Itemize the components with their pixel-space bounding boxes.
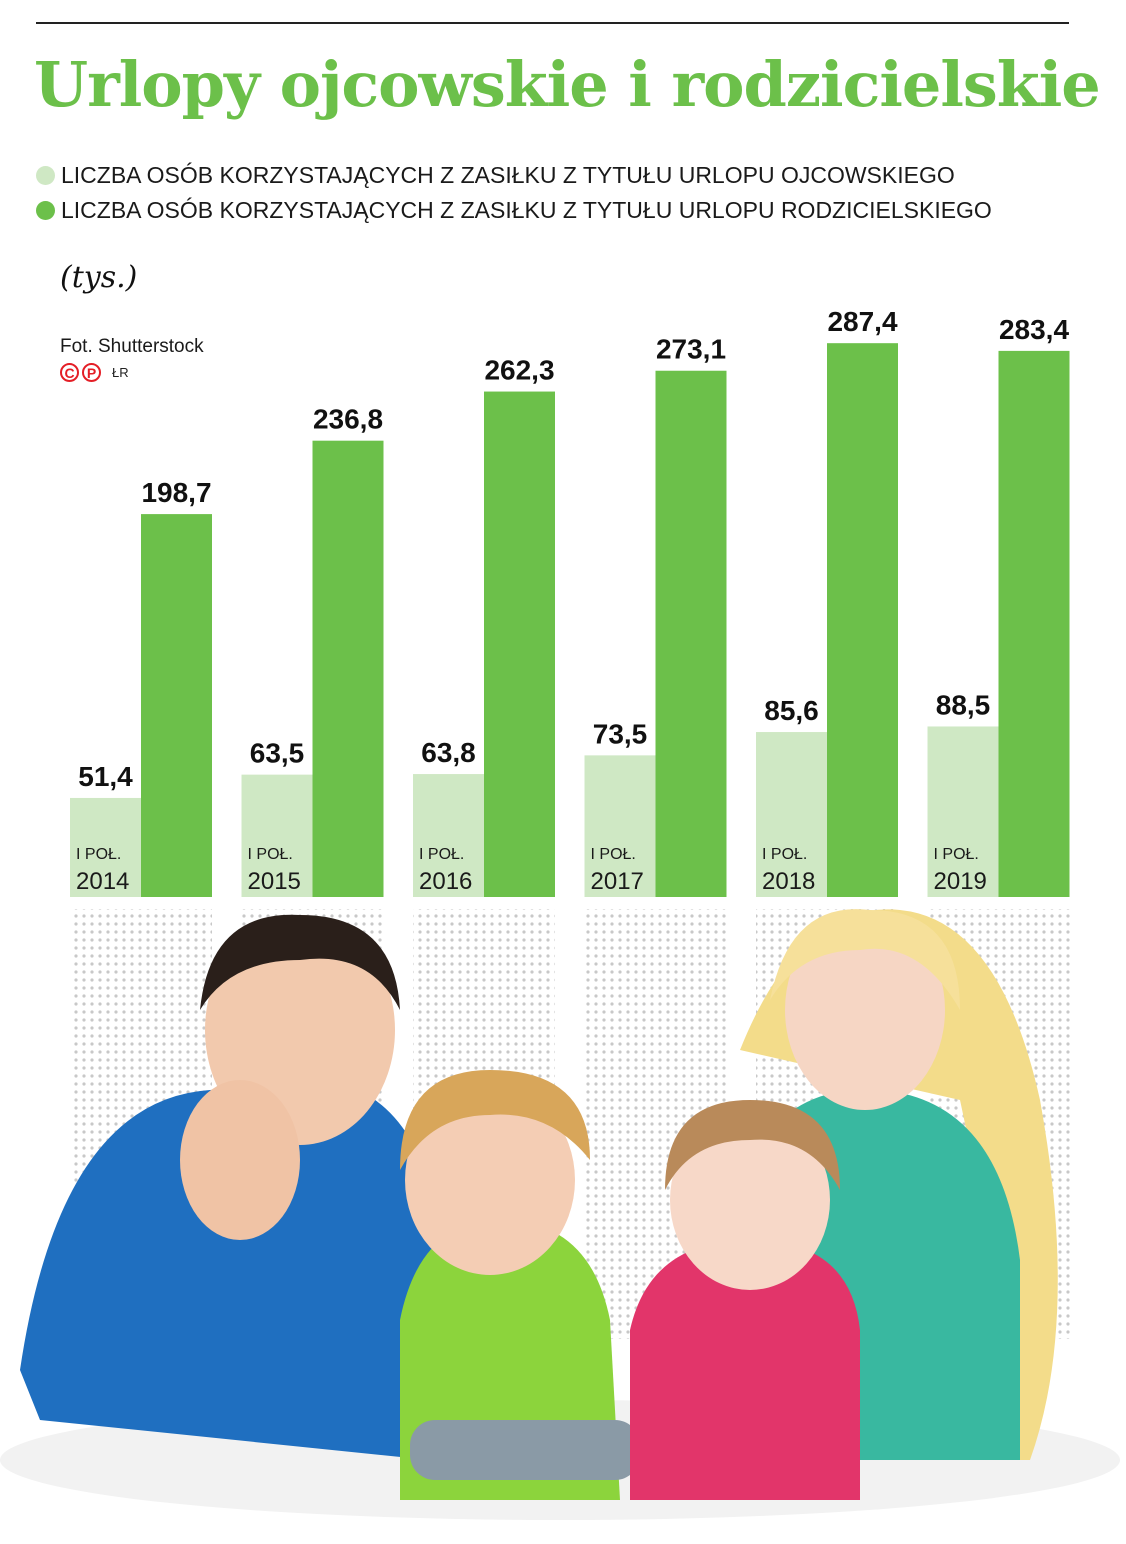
boy-hair — [400, 1070, 590, 1170]
category-label-line2-3: 2017 — [591, 868, 644, 895]
chart-title: Urlopy ojcowskie i rodzicielskie — [34, 48, 1101, 121]
bar-s0-2 — [413, 774, 484, 897]
bar-s0-1 — [241, 774, 313, 897]
data-label-s1-2: 262,3 — [484, 355, 554, 386]
category-label-line1-2: I POŁ. — [419, 846, 464, 863]
bar-s1-0 — [141, 514, 212, 897]
girl-face — [670, 1110, 830, 1290]
bar-s1-2 — [484, 391, 555, 897]
data-label-s1-1: 236,8 — [313, 404, 383, 435]
data-label-s1-5: 283,4 — [999, 314, 1069, 345]
data-label-s1-0: 198,7 — [141, 477, 211, 508]
copyright-p-icon: P — [82, 363, 101, 382]
category-label-line1-1: I POŁ. — [248, 846, 293, 863]
author-initials: ŁR — [112, 365, 129, 380]
mother-fringe — [770, 909, 960, 1010]
data-label-s0-4: 85,6 — [764, 695, 819, 726]
copyright-marks: C P ŁR — [60, 363, 129, 382]
category-label-line1-0: I POŁ. — [76, 846, 121, 863]
bar-s0-3 — [584, 755, 656, 897]
legend-label-rodzicielski: LICZBA OSÓB KORZYSTAJĄCYCH Z ZASIŁKU Z T… — [61, 197, 992, 223]
data-label-s0-5: 88,5 — [936, 689, 991, 720]
category-label-line1-3: I POŁ. — [591, 846, 636, 863]
data-label-s0-2: 63,8 — [421, 737, 476, 768]
boy-face — [405, 1085, 575, 1275]
copyright-c-icon: C — [60, 363, 79, 382]
bar-s0-0 — [70, 797, 141, 897]
category-label-line1-5: I POŁ. — [934, 846, 979, 863]
legend-label-ojcowski: LICZBA OSÓB KORZYSTAJĄCYCH Z ZASIŁKU Z T… — [61, 162, 955, 188]
data-label-s1-4: 287,4 — [827, 306, 897, 337]
father-hands — [180, 1080, 300, 1240]
bar-s1-4 — [827, 343, 898, 898]
category-label-line2-0: 2014 — [76, 868, 129, 895]
category-label-line2-5: 2019 — [934, 868, 987, 895]
bars-group: 51,4 198,7 I POŁ. 2014 63,5 236,8 I POŁ. 2015 63… — [70, 306, 1070, 898]
category-label-line1-4: I POŁ. — [762, 846, 807, 863]
legend-item-ojcowski: LICZBA OSÓB KORZYSTAJĄCYCH Z ZASIŁKU Z T… — [36, 162, 955, 189]
legend-swatch-ojcowski — [36, 166, 55, 185]
girl-shirt — [630, 1240, 860, 1500]
data-label-s0-3: 73,5 — [593, 718, 648, 749]
bar-s0-5 — [927, 726, 999, 897]
father-hair — [200, 914, 400, 1010]
bar-s1-5 — [998, 350, 1070, 898]
category-label-line2-2: 2016 — [419, 868, 472, 895]
boy-sleeve — [410, 1420, 640, 1480]
legend-swatch-rodzicielski — [36, 201, 55, 220]
mother-face — [785, 910, 945, 1110]
bar-s0-4 — [756, 732, 827, 897]
data-label-s0-0: 51,4 — [78, 761, 133, 792]
legend-item-rodzicielski: LICZBA OSÓB KORZYSTAJĄCYCH Z ZASIŁKU Z T… — [36, 197, 992, 224]
bar-s1-3 — [655, 370, 727, 897]
data-label-s1-3: 273,1 — [656, 334, 726, 365]
data-label-s0-1: 63,5 — [250, 738, 305, 769]
photo-credit: Fot. Shutterstock — [60, 336, 204, 357]
unit-label: (tys.) — [60, 260, 138, 295]
father-shirt — [20, 1080, 440, 1460]
category-label-line2-4: 2018 — [762, 868, 815, 895]
top-rule — [36, 22, 1069, 24]
bar-s1-1 — [312, 440, 384, 897]
girl-hair — [665, 1100, 840, 1190]
category-label-line2-1: 2015 — [248, 868, 301, 895]
family-photo-illustration — [0, 909, 1120, 1520]
